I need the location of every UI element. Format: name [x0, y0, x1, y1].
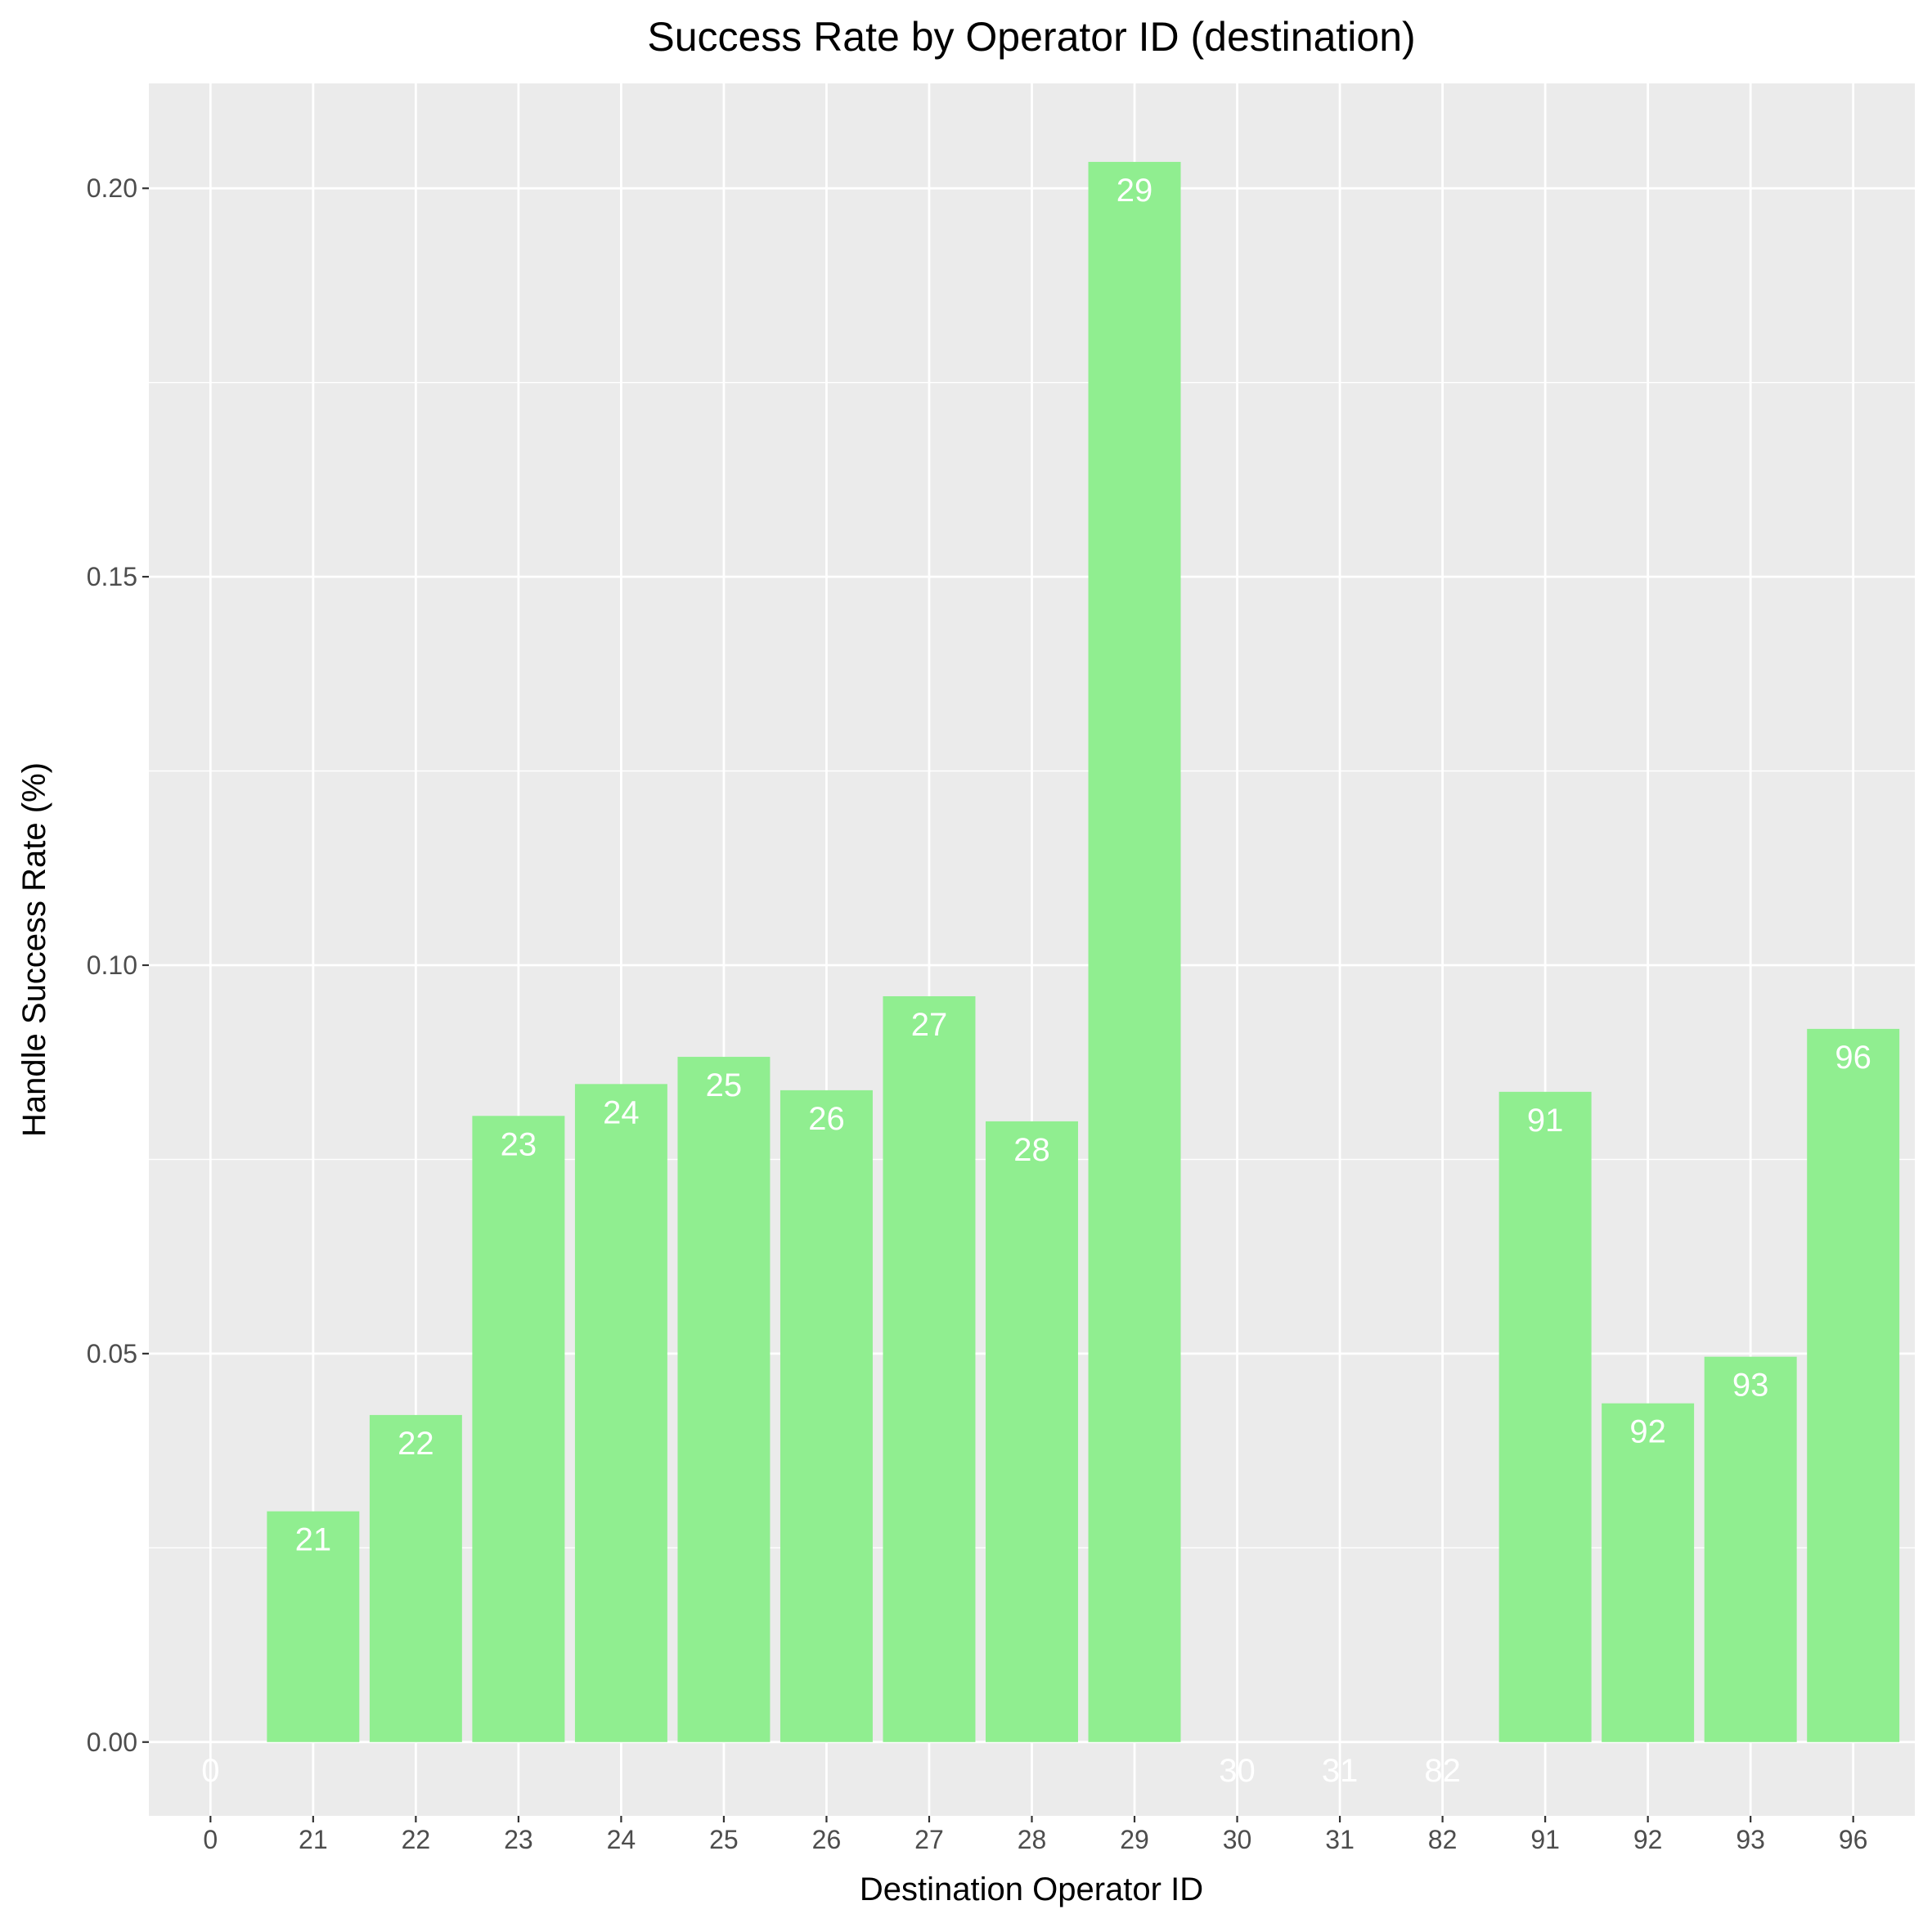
y-tick-label: 0.05 — [87, 1339, 137, 1368]
bar-24 — [574, 1084, 667, 1742]
bars — [267, 161, 1900, 1742]
x-axis-title: Destination Operator ID — [860, 1871, 1203, 1907]
x-tick-label: 28 — [1018, 1825, 1047, 1854]
bar-label: 26 — [808, 1101, 845, 1137]
bar-label: 0 — [201, 1753, 219, 1789]
bar-label: 24 — [603, 1094, 640, 1130]
y-tick-label: 0.10 — [87, 950, 137, 980]
y-tick-label: 0.20 — [87, 173, 137, 203]
bar-label: 82 — [1424, 1753, 1461, 1789]
bar-29 — [1088, 161, 1181, 1742]
x-tick-label: 22 — [402, 1825, 431, 1854]
bar-label: 21 — [295, 1522, 332, 1558]
x-axis: 0 21 22 23 24 25 26 27 28 29 30 31 82 91 92 93 96 — [203, 1816, 1867, 1854]
bar-labels: 0 21 22 23 24 25 26 27 28 29 30 31 82 91 92 93 96 — [201, 173, 1871, 1789]
bar-96 — [1807, 1028, 1900, 1742]
bar-28 — [986, 1121, 1078, 1742]
bar-21 — [267, 1511, 360, 1742]
x-tick-label: 24 — [607, 1825, 636, 1854]
x-tick-label: 25 — [709, 1825, 739, 1854]
bar-26 — [780, 1090, 873, 1742]
x-tick-label: 30 — [1223, 1825, 1252, 1854]
y-tick-label: 0.00 — [87, 1728, 137, 1757]
bar-23 — [472, 1116, 565, 1742]
bar-label: 22 — [398, 1426, 434, 1462]
x-tick-label: 91 — [1530, 1825, 1560, 1854]
x-tick-label: 93 — [1736, 1825, 1765, 1854]
x-tick-label: 27 — [914, 1825, 944, 1854]
bar-93 — [1704, 1356, 1797, 1742]
x-tick-label: 29 — [1120, 1825, 1149, 1854]
x-tick-label: 0 — [203, 1825, 218, 1854]
bar-label: 28 — [1013, 1132, 1050, 1168]
bar-label: 96 — [1835, 1040, 1871, 1076]
x-tick-label: 31 — [1325, 1825, 1355, 1854]
x-tick-label: 82 — [1428, 1825, 1458, 1854]
x-tick-label: 23 — [504, 1825, 533, 1854]
x-tick-label: 92 — [1633, 1825, 1663, 1854]
bar-22 — [369, 1414, 462, 1742]
bar-label: 31 — [1322, 1753, 1359, 1789]
bar-label: 91 — [1527, 1103, 1564, 1139]
bar-label: 23 — [501, 1126, 537, 1162]
chart-title: Success Rate by Operator ID (destination… — [647, 14, 1415, 60]
bar-label: 30 — [1219, 1753, 1256, 1789]
x-tick-label: 21 — [299, 1825, 328, 1854]
bar-label: 92 — [1629, 1414, 1666, 1450]
bar-27 — [883, 995, 976, 1742]
bar-label: 25 — [706, 1067, 743, 1103]
bar-25 — [677, 1057, 771, 1742]
bar-91 — [1498, 1091, 1592, 1742]
bar-label: 93 — [1732, 1368, 1769, 1404]
y-axis: 0.00 0.05 0.10 0.15 0.20 — [87, 173, 149, 1757]
bar-label: 29 — [1117, 173, 1153, 209]
bar-label: 27 — [911, 1007, 948, 1043]
y-axis-title: Handle Success Rate (%) — [16, 762, 52, 1137]
y-tick-label: 0.15 — [87, 562, 137, 591]
x-tick-label: 26 — [812, 1825, 842, 1854]
x-tick-label: 96 — [1839, 1825, 1868, 1854]
bar-92 — [1602, 1403, 1695, 1742]
